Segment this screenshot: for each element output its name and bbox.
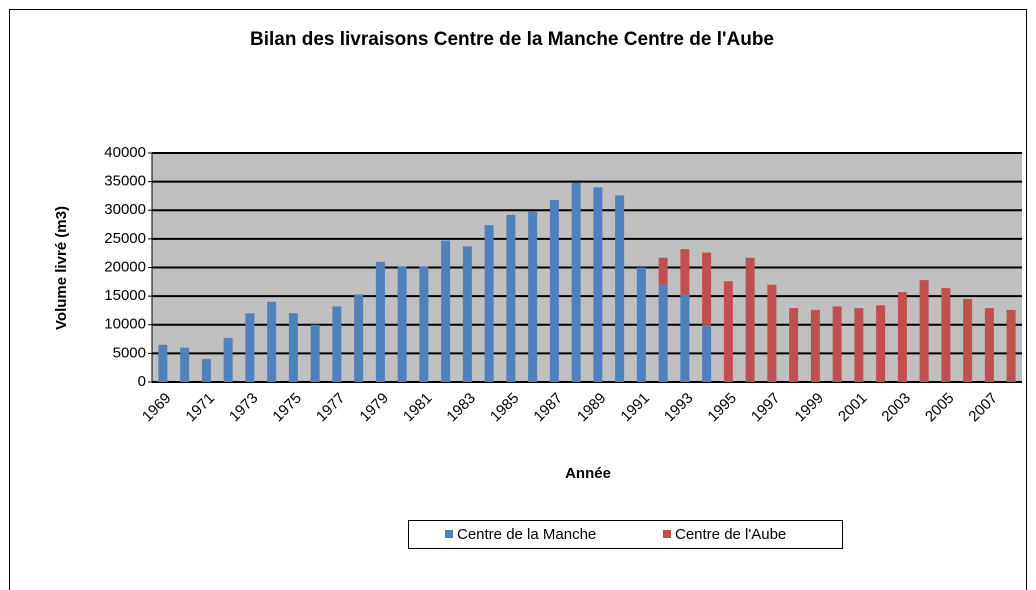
bar: [984, 308, 994, 382]
bar: [767, 284, 777, 382]
y-tick-label: 15000: [104, 287, 146, 304]
bar: [484, 225, 494, 382]
y-axis-title: Volume livré (m3): [53, 206, 70, 330]
y-tick-label: 5000: [113, 344, 146, 361]
y-tick-label: 20000: [104, 258, 146, 275]
y-tick-label: 30000: [104, 201, 146, 218]
bar: [832, 306, 842, 382]
y-tick-label: 10000: [104, 316, 146, 333]
bar: [419, 266, 429, 382]
bar: [615, 195, 625, 382]
bar: [332, 306, 342, 382]
bar: [571, 182, 581, 382]
bar: [854, 308, 864, 382]
chart-title: Bilan des livraisons Centre de la Manche…: [250, 29, 774, 50]
bar: [941, 288, 951, 382]
bar: [201, 359, 211, 382]
bar: [680, 249, 690, 295]
bar: [789, 308, 799, 382]
bar: [745, 257, 755, 382]
bar: [375, 261, 385, 382]
bar: [810, 309, 820, 382]
bar: [658, 257, 668, 285]
y-tick-label: 40000: [104, 144, 146, 161]
legend-swatch: [663, 530, 671, 538]
legend-label: Centre de l'Aube: [675, 526, 786, 543]
x-axis-title: Année: [565, 465, 611, 482]
bar: [680, 294, 690, 382]
legend-swatch: [445, 530, 453, 538]
bar: [897, 292, 907, 382]
bar: [397, 266, 407, 382]
bar: [245, 313, 255, 382]
bar: [919, 280, 929, 382]
y-tick-label: 25000: [104, 230, 146, 247]
bar: [723, 281, 733, 382]
bar: [528, 211, 538, 382]
bar: [702, 252, 712, 325]
bar: [702, 324, 712, 382]
bar: [354, 294, 364, 382]
bar: [462, 246, 472, 382]
bar: [658, 284, 668, 382]
bar: [593, 187, 603, 382]
bar: [549, 199, 559, 382]
bar: [310, 324, 320, 382]
legend: [408, 520, 843, 549]
bar: [267, 301, 277, 382]
bar: [1006, 309, 1016, 382]
bar: [441, 240, 451, 382]
y-tick-label: 35000: [104, 173, 146, 190]
bar: [180, 347, 190, 382]
bar: [876, 305, 886, 382]
bar: [223, 337, 233, 382]
bar: [963, 298, 973, 382]
y-tick-label: 0: [138, 373, 146, 390]
bar: [288, 313, 298, 382]
bar: [636, 267, 646, 382]
legend-label: Centre de la Manche: [457, 526, 596, 543]
bar: [506, 214, 516, 382]
bar: [158, 344, 168, 382]
